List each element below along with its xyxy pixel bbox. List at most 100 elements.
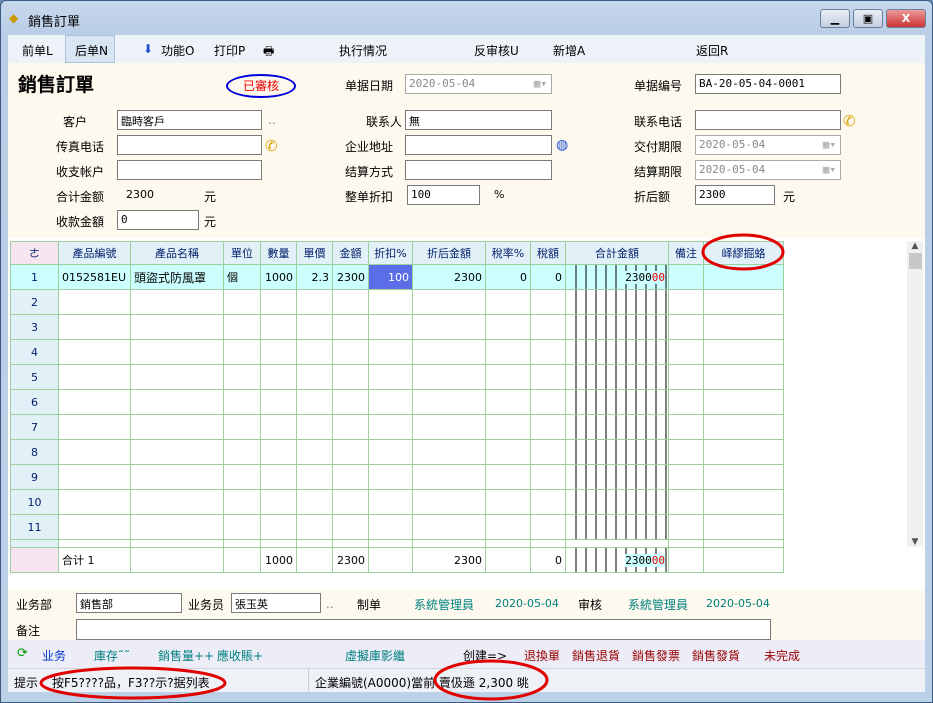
cell-tax[interactable]: 0 <box>530 264 566 290</box>
link-unfinished[interactable]: 未完成 <box>764 649 801 663</box>
table-row[interactable]: 4 <box>10 339 784 365</box>
row-number[interactable]: 4 <box>10 339 59 365</box>
cell-empty[interactable] <box>296 514 333 540</box>
received-field[interactable]: 0 <box>117 210 199 230</box>
prev-button[interactable]: 前单L <box>22 44 53 58</box>
grid-scrollbar[interactable]: ▲ ▼ <box>907 241 923 547</box>
cell-no[interactable]: 1 <box>10 264 59 290</box>
address-field[interactable] <box>405 135 552 155</box>
cell-empty[interactable] <box>260 439 297 465</box>
staff-field[interactable]: 張玉英 <box>231 593 321 613</box>
cell-empty[interactable] <box>485 514 531 540</box>
unaudit-button[interactable]: 反审核U <box>474 44 519 58</box>
row-number[interactable]: 7 <box>10 414 59 440</box>
column-header[interactable]: 折后金額 <box>412 241 486 265</box>
cell-empty[interactable] <box>130 414 224 440</box>
cell-qty[interactable]: 1000 <box>260 264 297 290</box>
cell-empty[interactable] <box>565 414 669 440</box>
contact-field[interactable]: 無 <box>405 110 552 130</box>
cell-empty[interactable] <box>368 289 413 315</box>
back-button[interactable]: 返回R <box>696 44 729 58</box>
fax-phone-icon[interactable]: ✆ <box>265 137 278 155</box>
cell-empty[interactable] <box>703 439 784 465</box>
column-header[interactable]: 稅額 <box>530 241 566 265</box>
cell-total[interactable]: 230000 <box>565 264 669 290</box>
cell-empty[interactable] <box>412 514 486 540</box>
link-business[interactable]: 业务 <box>42 649 67 663</box>
cell-empty[interactable] <box>565 339 669 365</box>
cell-empty[interactable] <box>368 514 413 540</box>
customer-browse-button[interactable]: .. <box>268 113 276 127</box>
column-header[interactable]: 產品編號 <box>58 241 131 265</box>
row-number[interactable]: 5 <box>10 364 59 390</box>
cell-empty[interactable] <box>530 414 566 440</box>
column-header[interactable]: 備注 <box>668 241 704 265</box>
account-field[interactable] <box>117 160 262 180</box>
link-stock[interactable]: 庫存˜˜ <box>94 649 131 663</box>
cell-empty[interactable] <box>668 364 704 390</box>
row-number[interactable]: 11 <box>10 514 59 540</box>
row-number[interactable]: 10 <box>10 489 59 515</box>
execution-button[interactable]: 执行情况 <box>339 44 388 58</box>
cell-empty[interactable] <box>332 389 369 415</box>
cell-empty[interactable] <box>565 489 669 515</box>
row-number[interactable]: 2 <box>10 289 59 315</box>
remark-field[interactable] <box>76 619 771 640</box>
phone-icon[interactable]: ✆ <box>843 112 856 130</box>
cell-empty[interactable] <box>668 264 704 290</box>
cell-empty[interactable] <box>260 364 297 390</box>
customer-field[interactable]: 臨時客戶 <box>117 110 262 130</box>
cell-empty[interactable] <box>703 489 784 515</box>
cell-empty[interactable] <box>668 389 704 415</box>
cell-empty[interactable] <box>368 414 413 440</box>
close-button[interactable]: X <box>886 9 926 28</box>
link-receivable[interactable]: 應收賬+ <box>217 649 264 663</box>
cell-name[interactable]: 頭盜式防風罩 <box>130 264 224 290</box>
cell-empty[interactable] <box>130 489 224 515</box>
cell-empty[interactable] <box>223 314 261 340</box>
cell-empty[interactable] <box>130 514 224 540</box>
refresh-icon[interactable]: ⟳ <box>17 646 28 661</box>
cell-empty[interactable] <box>412 489 486 515</box>
cell-empty[interactable] <box>565 389 669 415</box>
cell-taxrate[interactable]: 0 <box>485 264 531 290</box>
cell-empty[interactable] <box>485 439 531 465</box>
link-virtual[interactable]: 虛擬庫影繼 <box>345 649 406 663</box>
cell-empty[interactable] <box>565 314 669 340</box>
cell-empty[interactable] <box>58 314 131 340</box>
cell-empty[interactable] <box>565 364 669 390</box>
cell-empty[interactable] <box>223 439 261 465</box>
table-row[interactable]: 3 <box>10 314 784 340</box>
cell-empty[interactable] <box>130 289 224 315</box>
table-row[interactable]: 5 <box>10 364 784 390</box>
cell-empty[interactable] <box>565 439 669 465</box>
cell-empty[interactable] <box>130 439 224 465</box>
printer-icon[interactable]: 🖶 <box>263 44 275 58</box>
cell-empty[interactable] <box>58 489 131 515</box>
cell-empty[interactable] <box>332 464 369 490</box>
settle-date-field[interactable]: 2020-05-04 ▦▾ <box>695 160 841 180</box>
cell-empty[interactable] <box>223 464 261 490</box>
cell-empty[interactable] <box>368 389 413 415</box>
after-discount-field[interactable]: 2300 <box>695 185 775 205</box>
delivery-date-field[interactable]: 2020-05-04 ▦▾ <box>695 135 841 155</box>
cell-empty[interactable] <box>368 439 413 465</box>
cell-empty[interactable] <box>668 339 704 365</box>
link-sales-qty[interactable]: 銷售量++ <box>158 649 215 663</box>
cell-empty[interactable] <box>530 464 566 490</box>
cell-empty[interactable] <box>565 514 669 540</box>
link-invoice[interactable]: 銷售發票 <box>632 649 681 663</box>
cell-disc[interactable]: 100 <box>368 264 413 290</box>
cell-empty[interactable] <box>368 489 413 515</box>
link-sales-return[interactable]: 銷售退貨 <box>572 649 621 663</box>
cell-empty[interactable] <box>58 389 131 415</box>
cell-empty[interactable] <box>530 389 566 415</box>
table-row[interactable]: 8 <box>10 439 784 465</box>
link-exchange[interactable]: 退換單 <box>524 649 561 663</box>
column-header[interactable]: 合計金額 <box>565 241 669 265</box>
docno-field[interactable]: BA-20-05-04-0001 <box>695 74 841 94</box>
cell-amount[interactable]: 2300 <box>332 264 369 290</box>
maximize-button[interactable]: ▣ <box>853 9 883 28</box>
cell-empty[interactable] <box>485 339 531 365</box>
cell-code[interactable]: 0152581EU <box>58 264 131 290</box>
